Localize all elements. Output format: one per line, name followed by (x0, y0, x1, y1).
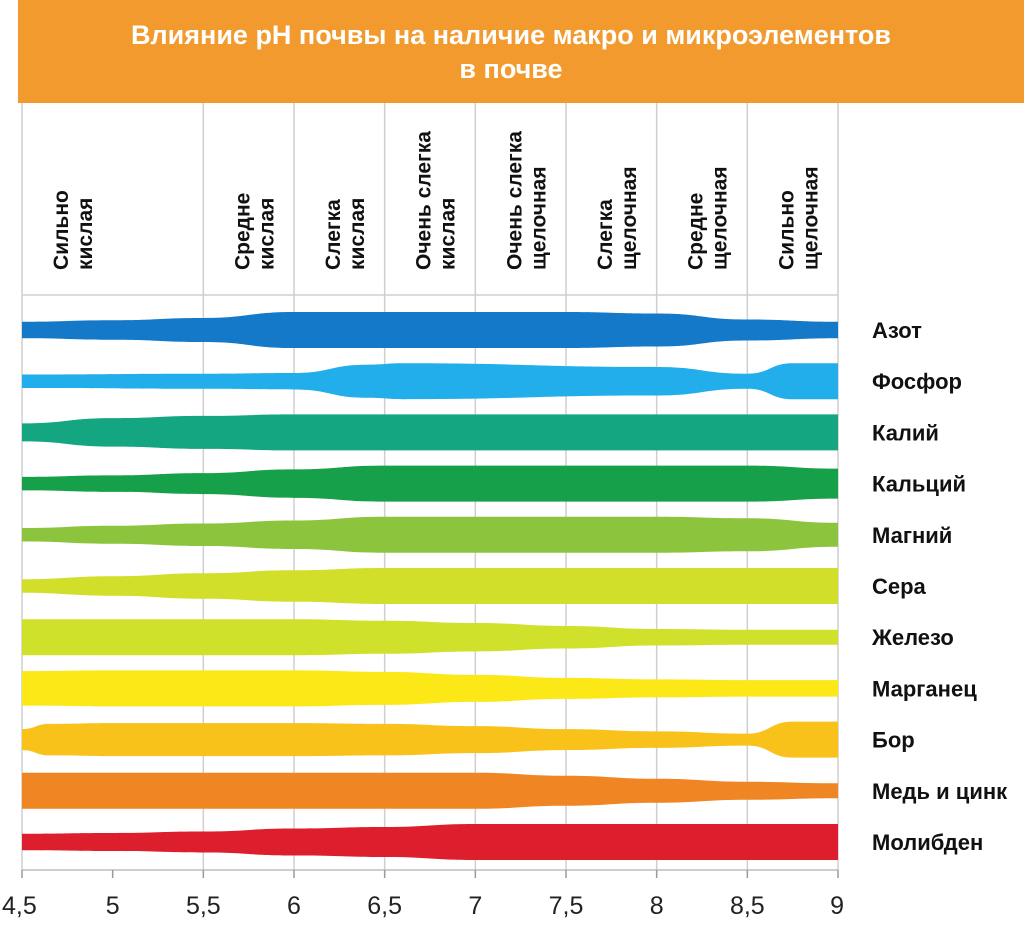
x-tick-label: 9 (830, 892, 844, 920)
element-band-8 (22, 721, 838, 758)
x-tick-label: 8,5 (730, 892, 765, 920)
ph-zone-label-line1: Средне (685, 193, 708, 270)
ph-zone-label-line1: Средне (231, 193, 254, 270)
x-tick-label: 5,5 (186, 892, 221, 920)
element-label: Кальций (872, 472, 966, 497)
chart-title-banner: Влияние pH почвы на наличие макро и микр… (18, 0, 1024, 103)
ph-zone-label: Слегка кислая (322, 198, 369, 270)
ph-zone-label-line2: кислая (74, 198, 97, 270)
element-band-2 (22, 414, 838, 451)
ph-zone-label: Слегка щелочная (594, 166, 641, 270)
x-tick-label: 7 (468, 892, 482, 920)
ph-zone-label: Очень слегка щелочная (503, 131, 550, 270)
ph-zone-label: Сильно щелочная (775, 166, 822, 270)
ph-zone-label-line2: щелочная (527, 166, 550, 270)
element-band-9 (22, 772, 838, 809)
element-band-1 (22, 363, 838, 400)
element-label: Сера (872, 574, 927, 599)
element-band-6 (22, 619, 838, 656)
x-tick-label: 7,5 (549, 892, 584, 920)
ph-zone-label-line1: Слегка (594, 199, 617, 270)
element-label: Калий (872, 420, 939, 445)
element-band-4 (22, 516, 838, 553)
element-band-3 (22, 465, 838, 502)
ph-zone-label: Средне кислая (231, 193, 278, 270)
ph-zone-label-line2: кислая (255, 198, 278, 270)
ph-zone-label-line1: Сильно (50, 190, 73, 270)
ph-zone-label-line1: Сильно (775, 190, 798, 270)
element-band-0 (22, 312, 838, 348)
ph-zone-label-line1: Очень слегка (503, 131, 526, 270)
element-label: Медь и цинк (872, 779, 1008, 804)
element-band-10 (22, 824, 838, 860)
element-label: Марганец (872, 676, 977, 701)
element-label: Железо (871, 625, 954, 650)
ph-zone-label-line2: щелочная (709, 166, 732, 270)
x-tick-label: 4,5 (2, 892, 37, 920)
element-label: Азот (872, 318, 922, 343)
element-label: Бор (872, 728, 915, 753)
ph-zone-label: Средне щелочная (685, 166, 732, 270)
ph-zone-label: Сильно кислая (50, 190, 97, 270)
x-tick-label: 6,5 (367, 892, 402, 920)
chart-title-line2: в почве (459, 53, 563, 84)
x-tick-label: 5 (106, 892, 120, 920)
ph-zone-label-line1: Слегка (322, 199, 345, 270)
element-band-7 (22, 670, 838, 707)
x-tick-label: 8 (650, 892, 664, 920)
element-label: Фосфор (872, 369, 962, 394)
ph-zone-label-line2: кислая (437, 198, 460, 270)
ph-zone-label-line2: щелочная (799, 166, 822, 270)
ph-zone-label-line2: щелочная (618, 166, 641, 270)
ph-zone-label-line2: кислая (346, 198, 369, 270)
chart-title-line1: Влияние pH почвы на наличие макро и микр… (131, 19, 891, 50)
element-band-5 (22, 568, 838, 604)
ph-zone-label-line1: Очень слегка (413, 131, 436, 270)
x-tick-label: 6 (287, 892, 301, 920)
element-label: Молибден (872, 830, 983, 855)
element-label: Магний (872, 523, 952, 548)
ph-zone-label: Очень слегка кислая (413, 131, 460, 270)
